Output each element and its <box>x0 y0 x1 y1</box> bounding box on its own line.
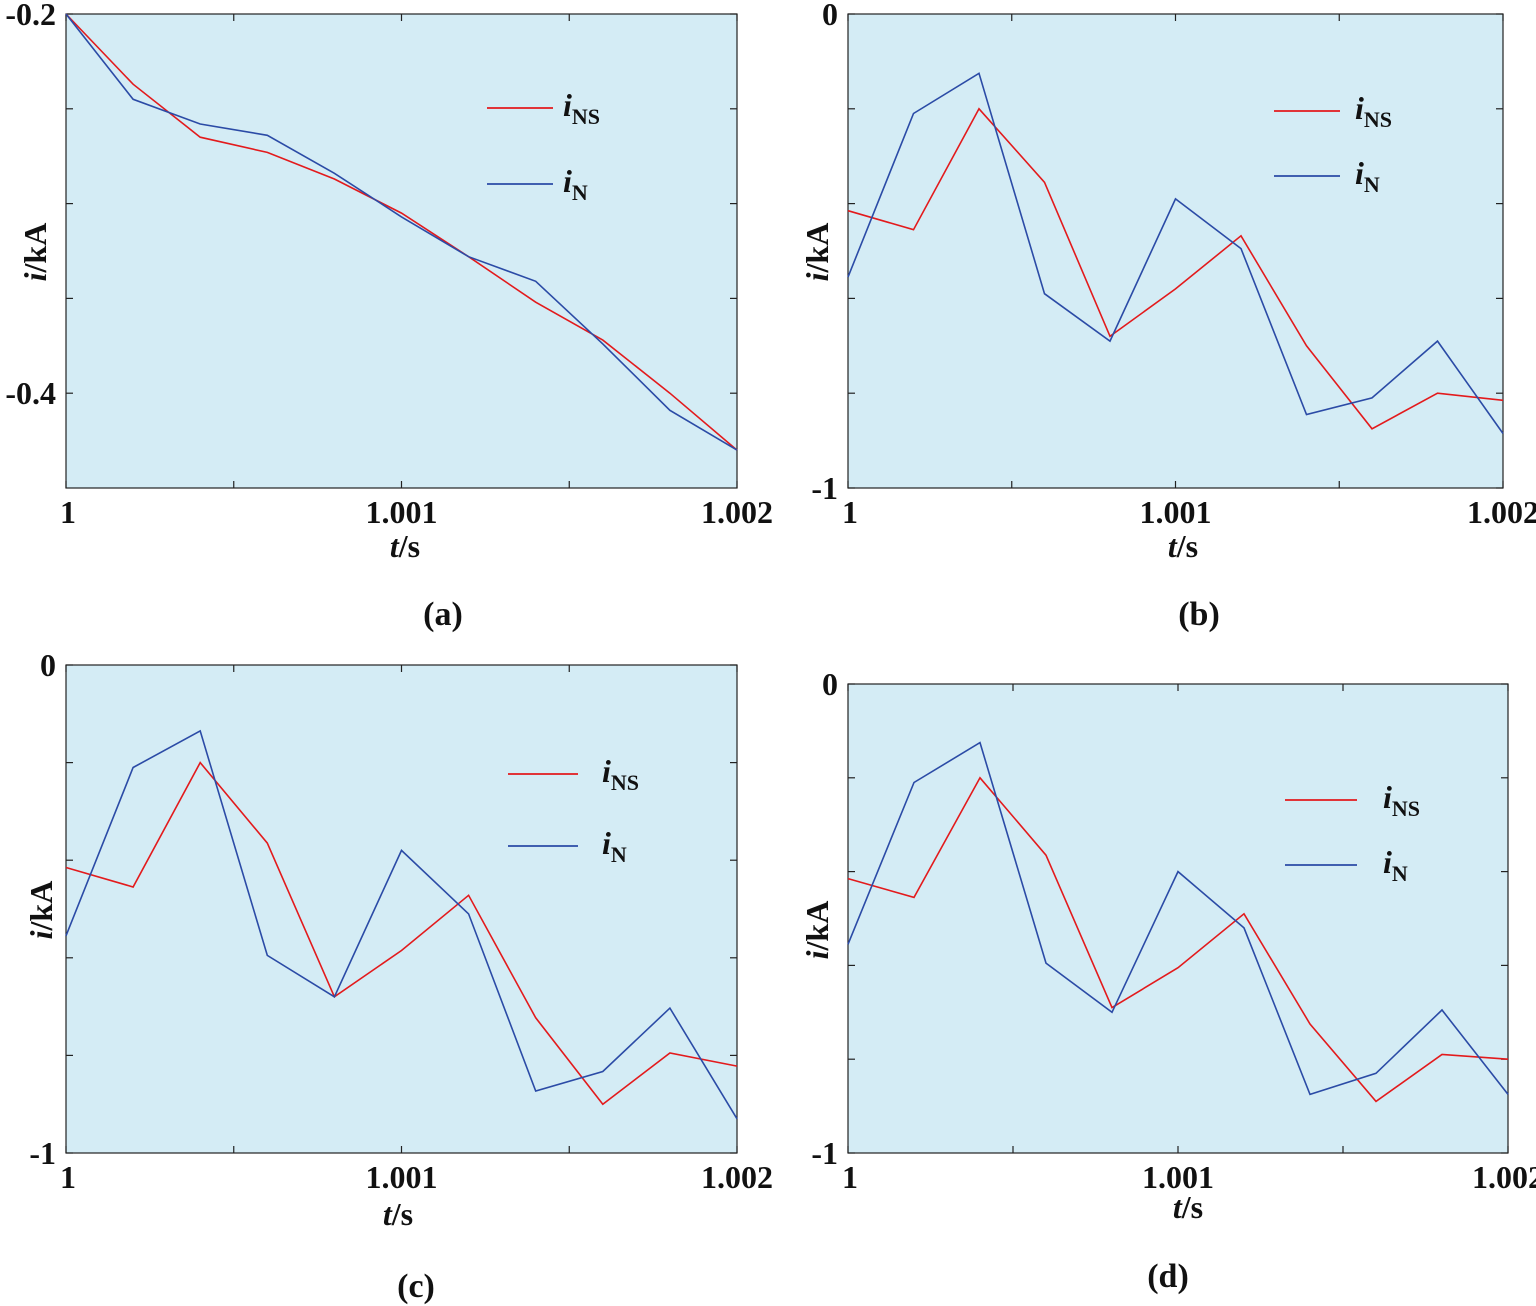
x-axis-title-symbol: t <box>390 528 400 564</box>
series-line-in <box>65 729 738 1120</box>
legend-label: iN <box>563 163 588 205</box>
legend-label-symbol: i <box>1383 779 1392 815</box>
legend-label-subscript: NS <box>572 104 600 129</box>
x-axis-title-unit: /s <box>1181 1189 1203 1225</box>
series-line-in <box>847 72 1504 434</box>
y-axis-title-symbol: i <box>799 950 835 959</box>
series-line-ins <box>847 776 1509 1103</box>
y-axis-title-unit: /kA <box>799 901 835 952</box>
legend-label-subscript: NS <box>1392 796 1420 821</box>
x-tick-label: 1.001 <box>366 1159 438 1195</box>
y-axis-title: i/kA <box>23 881 59 940</box>
x-tick-label: 1 <box>60 494 76 530</box>
x-tick-label: 1.001 <box>1142 1159 1214 1195</box>
y-tick-label: 0 <box>40 647 56 683</box>
y-axis-title-unit: /kA <box>17 223 53 274</box>
x-axis-title-unit: /s <box>398 528 420 564</box>
x-axis-title: t/s <box>1173 1189 1203 1225</box>
legend-label-symbol: i <box>563 87 572 123</box>
x-axis-title-symbol: t <box>383 1196 393 1232</box>
y-axis-title: i/kA <box>799 223 835 282</box>
legend-label: iN <box>602 825 627 867</box>
y-axis-title-unit: /kA <box>799 223 835 274</box>
plot-area <box>848 684 1508 1153</box>
y-axis-title-unit: /kA <box>23 881 59 932</box>
plot-area <box>66 665 737 1153</box>
panel-label: (c) <box>397 1268 435 1305</box>
series-line-ins <box>65 13 738 451</box>
x-tick-label: 1.002 <box>701 1159 773 1195</box>
legend-label-symbol: i <box>602 825 611 861</box>
panel-label: (a) <box>423 596 463 633</box>
x-axis-title-unit: /s <box>1176 528 1198 564</box>
y-tick-label: 0 <box>822 666 838 702</box>
legend-label-subscript: N <box>1392 861 1408 886</box>
legend-label: iN <box>1355 155 1380 197</box>
y-tick-label: -0.4 <box>5 375 56 411</box>
legend-label-subscript: NS <box>1364 107 1392 132</box>
x-tick-label: 1.002 <box>701 494 773 530</box>
y-axis-title: i/kA <box>17 223 53 282</box>
y-tick-label: 0 <box>822 0 838 32</box>
series-line-in <box>65 13 738 451</box>
plot-area <box>848 14 1503 488</box>
x-tick-label: 1 <box>842 1159 858 1195</box>
legend-label-subscript: N <box>611 842 627 867</box>
legend-label: iNS <box>1355 90 1392 132</box>
series-line-ins <box>65 761 738 1106</box>
legend-label: iNS <box>1383 779 1420 821</box>
legend-label-symbol: i <box>1355 155 1364 191</box>
y-axis-title: i/kA <box>799 901 835 960</box>
series-line-in <box>847 741 1509 1096</box>
panel-label: (b) <box>1178 596 1220 633</box>
legend-label: iNS <box>563 87 600 129</box>
panel-label: (d) <box>1147 1258 1189 1295</box>
series-line-ins <box>847 107 1504 430</box>
y-axis-title-symbol: i <box>17 272 53 281</box>
legend-label-subscript: NS <box>611 770 639 795</box>
legend-label-subscript: N <box>1364 172 1380 197</box>
x-axis-title-unit: /s <box>391 1196 413 1232</box>
legend-label-symbol: i <box>602 753 611 789</box>
y-axis-title-symbol: i <box>799 272 835 281</box>
x-tick-label: 1 <box>60 1159 76 1195</box>
x-axis-title-symbol: t <box>1168 528 1178 564</box>
legend-label-subscript: N <box>572 180 588 205</box>
x-tick-label: 1.002 <box>1467 494 1536 530</box>
y-axis-title-symbol: i <box>23 930 59 939</box>
x-tick-label: 1 <box>842 494 858 530</box>
x-tick-label: 1.001 <box>366 494 438 530</box>
x-axis-title: t/s <box>1168 528 1198 564</box>
legend-label-symbol: i <box>1383 844 1392 880</box>
legend-label: iN <box>1383 844 1408 886</box>
x-axis-title: t/s <box>390 528 420 564</box>
y-tick-label: -1 <box>29 1135 56 1171</box>
plot-area <box>66 14 737 488</box>
x-tick-label: 1.001 <box>1140 494 1212 530</box>
x-axis-title-symbol: t <box>1173 1189 1183 1225</box>
y-tick-label: -1 <box>811 470 838 506</box>
legend-label: iNS <box>602 753 639 795</box>
legend-label-symbol: i <box>1355 90 1364 126</box>
legend-label-symbol: i <box>563 163 572 199</box>
x-tick-label: 1.002 <box>1472 1159 1536 1195</box>
y-tick-label: -1 <box>811 1135 838 1171</box>
y-tick-label: -0.2 <box>5 0 56 32</box>
x-axis-title: t/s <box>383 1196 413 1232</box>
